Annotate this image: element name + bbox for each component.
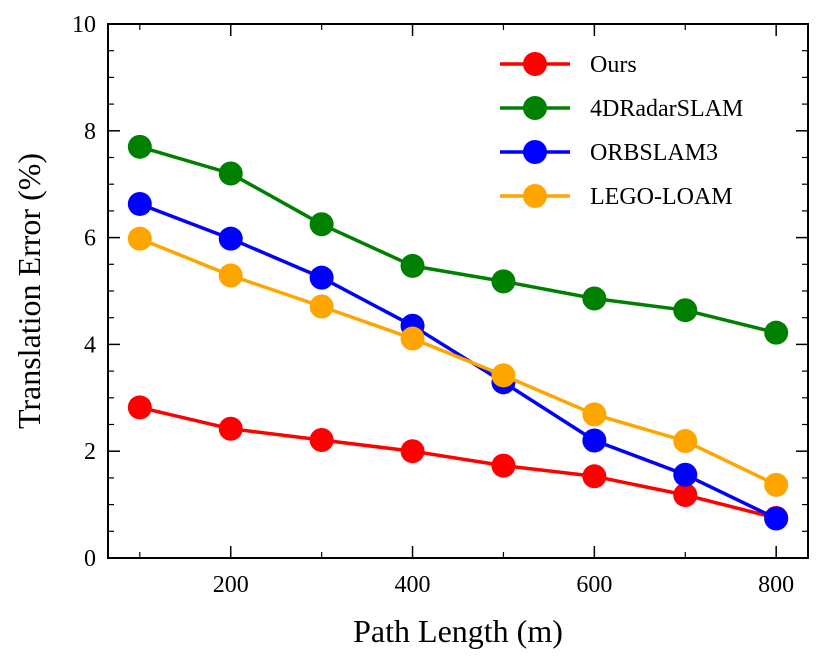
legend-entry: LEGO-LOAM	[500, 184, 733, 210]
x-tick-label: 800	[758, 572, 794, 598]
legend-marker	[523, 184, 547, 208]
data-point	[127, 226, 152, 251]
data-point	[127, 191, 152, 216]
series-line	[139, 405, 777, 520]
series-line	[139, 237, 777, 487]
data-point	[582, 428, 607, 453]
data-point	[400, 439, 425, 464]
x-tick-label: 200	[213, 572, 249, 598]
legend: Ours 4DRadarSLAM ORBSLAM3 LEGO-LOAM	[500, 52, 743, 210]
legend-label: 4DRadarSLAM	[590, 96, 743, 122]
data-point	[127, 134, 152, 159]
data-point	[673, 462, 698, 487]
data-point	[764, 472, 789, 497]
data-point	[491, 269, 516, 294]
plot-area: 200 400 600 800 0 2 4 6 8 10	[72, 12, 809, 598]
series-line	[139, 145, 777, 335]
data-point	[764, 320, 789, 345]
data-point	[673, 482, 698, 507]
data-point	[582, 464, 607, 489]
data-point	[218, 161, 243, 186]
data-point	[127, 395, 152, 420]
y-tick-label: 4	[84, 332, 96, 358]
y-tick-label: 8	[84, 119, 96, 145]
ticks-layer: 200 400 600 800 0 2 4 6 8 10	[72, 12, 808, 598]
series-line	[139, 202, 777, 521]
series-layer	[127, 134, 789, 531]
legend-label: Ours	[590, 52, 637, 78]
data-point	[400, 326, 425, 351]
data-point	[218, 263, 243, 288]
data-point	[764, 506, 789, 531]
x-axis-label: Path Length (m)	[353, 613, 563, 649]
data-point	[673, 298, 698, 323]
data-point	[582, 286, 607, 311]
y-axis-label: Translation Error (%)	[11, 153, 47, 429]
x-tick-label: 600	[576, 572, 612, 598]
legend-label: LEGO-LOAM	[590, 184, 733, 210]
series-lego-loam	[127, 226, 789, 497]
series-ours	[127, 395, 789, 530]
legend-entry: 4DRadarSLAM	[500, 96, 743, 122]
data-point	[309, 427, 334, 452]
data-point	[309, 265, 334, 290]
legend-label: ORBSLAM3	[590, 140, 718, 166]
y-tick-label: 0	[84, 546, 96, 572]
legend-entry: Ours	[500, 52, 637, 78]
data-point	[309, 294, 334, 319]
y-tick-label: 10	[72, 12, 96, 38]
data-point	[400, 253, 425, 278]
legend-marker	[523, 140, 547, 164]
legend-marker	[523, 52, 547, 76]
legend-entry: ORBSLAM3	[500, 140, 718, 166]
series-orbslam3	[127, 191, 789, 531]
y-tick-label: 2	[84, 439, 96, 465]
data-point	[218, 226, 243, 251]
data-point	[491, 453, 516, 478]
data-point	[309, 212, 334, 237]
legend-marker	[523, 96, 547, 120]
y-tick-label: 6	[84, 226, 96, 252]
data-point	[582, 402, 607, 427]
data-point	[673, 429, 698, 454]
series-4dradarslam	[127, 134, 789, 345]
data-point	[218, 416, 243, 441]
data-point	[491, 363, 516, 388]
x-tick-label: 400	[395, 572, 431, 598]
